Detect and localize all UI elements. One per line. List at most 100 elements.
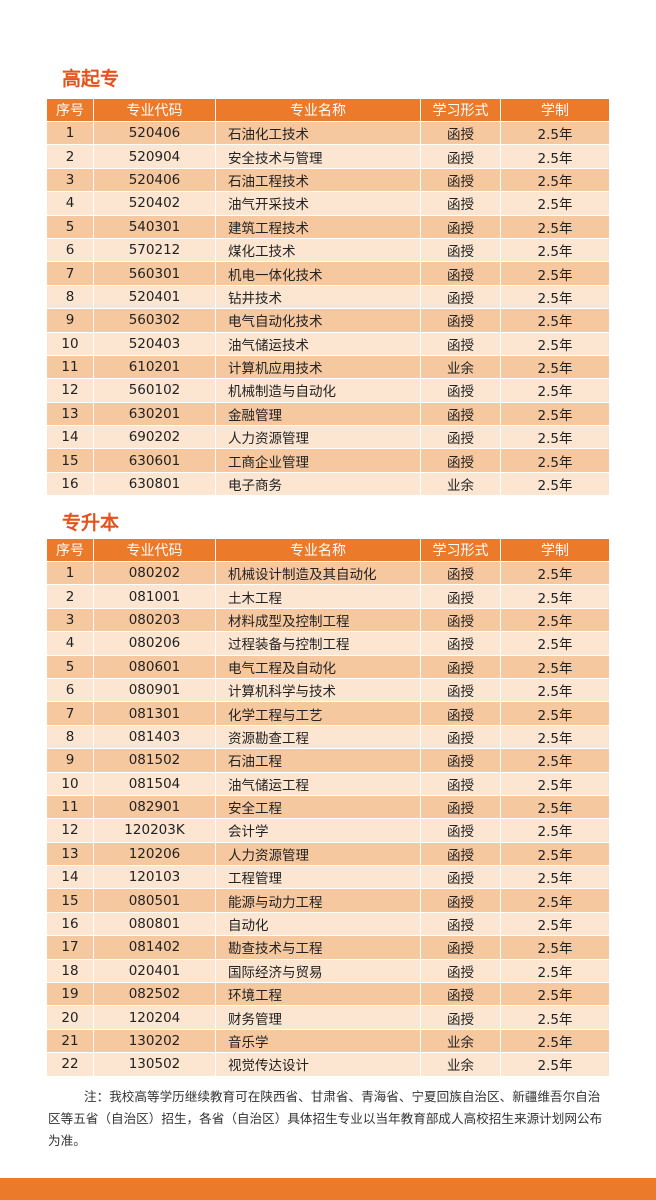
table-cell: 120206	[93, 841, 216, 867]
table-cell: 2.5年	[500, 448, 610, 473]
table-cell: 材料成型及控制工程	[215, 607, 421, 633]
table-cell: 石油工程	[215, 748, 421, 773]
table-row: 22 130502 视觉传达设计 业余 2.5年	[46, 1052, 610, 1077]
table-cell: 2	[46, 584, 94, 609]
table-cell: 2.5年	[500, 701, 610, 726]
table-cell: 2.5年	[500, 818, 610, 843]
table-cell: 2.5年	[500, 167, 610, 193]
table-row: 14 690202 人力资源管理 函授 2.5年	[46, 425, 610, 450]
table-cell: 函授	[420, 841, 501, 867]
table-cell: 2.5年	[500, 654, 610, 679]
header-cell: 学制	[500, 538, 610, 562]
table-cell: 11	[46, 794, 94, 820]
table-cell: 8	[46, 284, 94, 310]
table-cell: 2.5年	[500, 120, 610, 146]
table-cell: 081504	[93, 771, 216, 796]
table-row: 19 082502 环境工程 函授 2.5年	[46, 982, 610, 1007]
table-cell: 石油化工技术	[215, 120, 421, 146]
header-cell: 序号	[46, 538, 94, 562]
table-cell: 4	[46, 191, 94, 216]
table-cell: 13	[46, 841, 94, 867]
header-row: 序号 专业代码 专业名称 学习形式 学制	[46, 98, 610, 122]
table-cell: 080202	[93, 560, 216, 586]
table-cell: 020401	[93, 958, 216, 984]
table-cell: 函授	[420, 748, 501, 773]
table-cell: 2.5年	[500, 354, 610, 380]
table-cell: 081301	[93, 701, 216, 726]
table-cell: 2.5年	[500, 841, 610, 867]
table-cell: 2.5年	[500, 144, 610, 169]
table-row: 10 520403 油气储运技术 函授 2.5年	[46, 331, 610, 356]
table-cell: 函授	[420, 560, 501, 586]
table-cell: 22	[46, 1052, 94, 1077]
table-cell: 人力资源管理	[215, 841, 421, 867]
table-cell: 2.5年	[500, 261, 610, 286]
table-row: 9 560302 电气自动化技术 函授 2.5年	[46, 308, 610, 333]
table-cell: 业余	[420, 1028, 501, 1054]
table-cell: 560302	[93, 308, 216, 333]
table-cell: 2.5年	[500, 724, 610, 750]
table-cell: 14	[46, 425, 94, 450]
table-cell: 17	[46, 935, 94, 960]
header-cell: 专业代码	[93, 538, 216, 562]
table-cell: 函授	[420, 654, 501, 679]
table-cell: 560102	[93, 378, 216, 403]
table-cell: 勘查技术与工程	[215, 935, 421, 960]
table-row: 2 081001 土木工程 函授 2.5年	[46, 584, 610, 609]
table-cell: 2.5年	[500, 677, 610, 703]
table-row: 15 630601 工商企业管理 函授 2.5年	[46, 448, 610, 473]
table-cell: 能源与动力工程	[215, 888, 421, 913]
table-cell: 业余	[420, 354, 501, 380]
table-cell: 函授	[420, 724, 501, 750]
table-cell: 4	[46, 631, 94, 656]
table-cell: 2.5年	[500, 771, 610, 796]
table-cell: 财务管理	[215, 1005, 421, 1030]
header-cell: 学制	[500, 98, 610, 122]
note: 注：我校高等学历继续教育可在陕西省、甘肃省、青海省、宁夏回族自治区、新疆维吾尔自…	[48, 1089, 603, 1148]
table-cell: 业余	[420, 1052, 501, 1077]
table-cell: 2.5年	[500, 607, 610, 633]
table-cell: 函授	[420, 818, 501, 843]
table-cell: 函授	[420, 607, 501, 633]
table-cell: 10	[46, 331, 94, 356]
table-cell: 电气自动化技术	[215, 308, 421, 333]
table-cell: 函授	[420, 378, 501, 403]
table-cell: 机电一体化技术	[215, 261, 421, 286]
table-cell: 资源勘查工程	[215, 724, 421, 750]
table-cell: 080601	[93, 654, 216, 679]
table-cell: 2.5年	[500, 748, 610, 773]
table-cell: 机械制造与自动化	[215, 378, 421, 403]
table-row: 1 080202 机械设计制造及其自动化 函授 2.5年	[46, 560, 610, 586]
table-cell: 7	[46, 261, 94, 286]
table-cell: 2.5年	[500, 982, 610, 1007]
table-cell: 建筑工程技术	[215, 214, 421, 239]
table-cell: 油气开采技术	[215, 191, 421, 216]
table-cell: 570212	[93, 237, 216, 263]
table-cell: 5	[46, 214, 94, 239]
table-cell: 2.5年	[500, 471, 610, 497]
table-row: 12 120203K 会计学 函授 2.5年	[46, 818, 610, 843]
table-cell: 环境工程	[215, 982, 421, 1007]
table-cell: 煤化工技术	[215, 237, 421, 263]
table-cell: 自动化	[215, 911, 421, 937]
table-cell: 14	[46, 865, 94, 890]
table-cell: 2.5年	[500, 888, 610, 913]
table-row: 12 560102 机械制造与自动化 函授 2.5年	[46, 378, 610, 403]
table-cell: 计算机科学与技术	[215, 677, 421, 703]
table-cell: 函授	[420, 191, 501, 216]
footer-bar	[0, 1178, 656, 1200]
table-row: 2 520904 安全技术与管理 函授 2.5年	[46, 144, 610, 169]
table-cell: 3	[46, 167, 94, 193]
table-cell: 15	[46, 888, 94, 913]
table-cell: 520904	[93, 144, 216, 169]
table-cell: 工商企业管理	[215, 448, 421, 473]
table-cell: 12	[46, 378, 94, 403]
table-cell: 2.5年	[500, 214, 610, 239]
table-row: 21 130202 音乐学 业余 2.5年	[46, 1028, 610, 1054]
table-cell: 函授	[420, 261, 501, 286]
table-cell: 3	[46, 607, 94, 633]
table-row: 20 120204 财务管理 函授 2.5年	[46, 1005, 610, 1030]
table-cell: 120204	[93, 1005, 216, 1030]
table-row: 11 082901 安全工程 函授 2.5年	[46, 794, 610, 820]
table-cell: 12	[46, 818, 94, 843]
